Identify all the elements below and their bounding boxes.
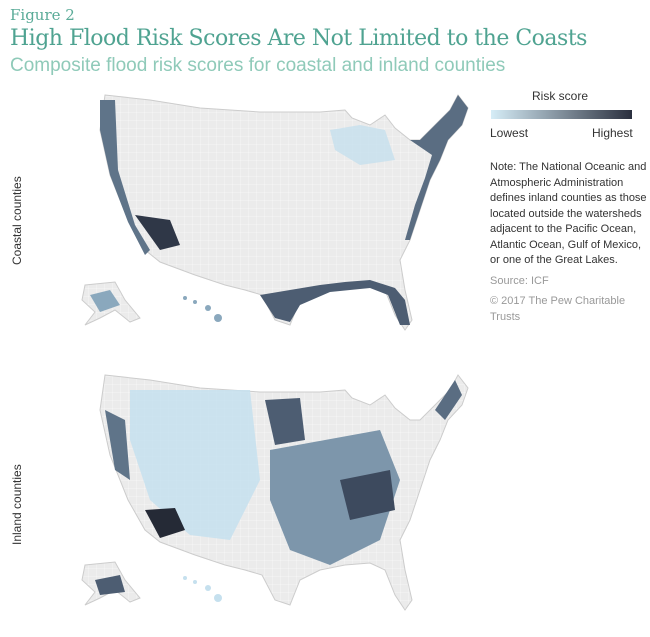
figure-title: High Flood Risk Scores Are Not Limited t… [10, 26, 587, 51]
central-risk [270, 430, 400, 565]
legend-low-label: Lowest [490, 126, 529, 140]
gulf-coast-risk [260, 280, 410, 325]
northwest-risk [105, 410, 130, 480]
alaska-risk [95, 575, 125, 595]
hawaii-inset [183, 296, 222, 322]
west-coast-risk [100, 100, 150, 255]
hawaii-inset [183, 576, 222, 602]
figure-subtitle: Composite flood risk scores for coastal … [10, 55, 506, 76]
alaska-risk [90, 290, 120, 312]
inland-map [81, 374, 469, 611]
appalachia-high-risk [340, 470, 395, 520]
copyright: © 2017 The Pew Charitable Trusts [490, 295, 626, 323]
figure-label: Figure 2 [10, 6, 75, 24]
east-coast-risk [405, 95, 468, 240]
california-high-risk [135, 215, 180, 250]
coastal-map [81, 94, 469, 331]
west-inland-risk [130, 390, 260, 540]
arizona-high-risk [145, 508, 185, 538]
legend-title: Risk score [531, 89, 588, 103]
great-lakes-risk [330, 125, 395, 165]
note: Note: The National Oceanic and Atmospher… [490, 161, 647, 266]
source: Source: ICF [490, 275, 549, 287]
plains-risk [265, 398, 305, 445]
legend-high-label: Highest [592, 126, 633, 140]
legend-gradient [491, 110, 632, 119]
northeast-risk [435, 380, 462, 420]
